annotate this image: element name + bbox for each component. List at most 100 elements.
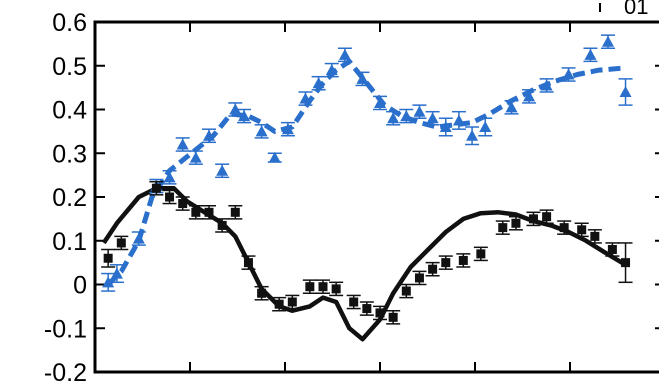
square-data-point — [373, 305, 387, 321]
triangle-data-point — [324, 62, 339, 78]
triangle-marker — [540, 79, 553, 91]
y-tick-label: 0.1 — [52, 228, 87, 256]
square-marker — [414, 273, 424, 283]
y-tick-label: 0.4 — [52, 97, 87, 125]
square-data-point — [425, 261, 440, 277]
square-marker — [401, 286, 411, 296]
y-tick-label: 0.2 — [52, 184, 87, 212]
triangle-data-point — [237, 108, 252, 124]
square-data-point — [399, 283, 414, 299]
triangle-marker — [216, 164, 229, 176]
triangle-marker — [505, 101, 518, 113]
square-marker — [428, 264, 438, 274]
triangle-marker — [400, 110, 413, 122]
square-data-point — [149, 180, 164, 196]
square-data-point — [162, 189, 177, 205]
square-marker — [577, 225, 587, 235]
triangle-marker — [374, 96, 386, 108]
x-axis-ticks — [189, 22, 571, 372]
square-marker — [528, 214, 538, 224]
square-data-point — [618, 242, 633, 284]
square-data-point — [329, 281, 344, 297]
triangle-data-point — [478, 117, 493, 137]
square-marker — [165, 192, 175, 202]
square-marker — [559, 223, 569, 233]
square-marker — [458, 255, 468, 265]
triangle-data-point — [311, 75, 326, 91]
square-data-point — [508, 215, 523, 231]
triangle-data-point — [399, 108, 414, 124]
triangle-data-point — [386, 110, 401, 126]
square-data-point — [456, 253, 471, 268]
triangle-data-point — [522, 89, 537, 104]
triangle-marker — [176, 138, 189, 150]
square-marker — [318, 282, 328, 292]
triangle-data-point — [561, 67, 576, 82]
square-marker — [375, 308, 385, 318]
triangle-marker — [479, 121, 492, 132]
triangle-data-point — [601, 34, 615, 49]
triangle-data-point — [109, 264, 124, 284]
square-data-point — [557, 220, 572, 235]
square-data-point — [526, 211, 541, 227]
square-marker — [441, 258, 451, 268]
triangle-data-point — [412, 104, 427, 119]
square-data-point — [495, 220, 510, 235]
triangle-marker — [110, 267, 123, 279]
square-marker — [191, 207, 201, 217]
square-marker — [257, 288, 267, 298]
dashed-fit-curve — [106, 58, 626, 287]
triangle-marker — [299, 92, 312, 104]
square-data-point — [272, 296, 287, 312]
triangle-data-point — [337, 47, 352, 63]
triangle-marker — [229, 103, 242, 115]
y-tick-label: 0.5 — [52, 53, 87, 81]
square-marker — [349, 297, 359, 307]
square-data-point — [241, 255, 256, 270]
triangle-marker — [132, 232, 145, 244]
y-tick-label: -0.2 — [44, 359, 87, 385]
square-data-point — [175, 196, 190, 211]
square-marker — [287, 297, 297, 307]
triangle-data-point — [355, 71, 370, 87]
triangle-marker — [584, 48, 597, 60]
square-marker — [151, 183, 161, 193]
triangle-data-point — [298, 91, 313, 106]
corner-label: 01 — [624, 0, 648, 19]
triangle-marker — [562, 68, 575, 80]
data-points — [101, 34, 633, 325]
triangle-marker — [281, 123, 294, 135]
square-marker — [498, 223, 508, 233]
square-marker — [590, 231, 600, 241]
square-data-point — [438, 255, 453, 270]
y-tick-label: 0.3 — [52, 140, 87, 168]
square-marker — [274, 299, 284, 309]
y-tick-label: 0.6 — [52, 9, 87, 37]
triangle-marker — [602, 35, 614, 47]
square-data-point — [254, 285, 269, 301]
square-data-point — [386, 310, 401, 325]
triangle-marker — [619, 86, 632, 97]
square-marker — [607, 245, 617, 254]
triangle-data-point — [425, 110, 440, 126]
triangle-marker — [102, 276, 115, 288]
triangle-data-point — [101, 272, 116, 292]
triangle-marker — [268, 151, 281, 163]
square-marker — [331, 284, 341, 294]
triangle-data-point — [162, 170, 177, 185]
square-data-point — [228, 205, 243, 220]
square-marker — [178, 199, 188, 209]
square-data-point — [316, 279, 330, 294]
square-marker — [243, 258, 253, 268]
square-marker — [116, 238, 126, 248]
square-marker — [542, 212, 552, 222]
square-marker — [362, 304, 372, 314]
triangle-marker — [356, 72, 369, 84]
triangle-data-point — [438, 117, 453, 137]
triangle-data-point — [583, 47, 598, 63]
y-axis-ticks: -0.2 -0.1 0 0.1 0.2 0.3 0.4 0.5 0.6 — [44, 9, 659, 387]
triangle-marker — [189, 151, 202, 163]
square-data-point — [346, 294, 361, 310]
triangle-marker — [312, 77, 325, 89]
